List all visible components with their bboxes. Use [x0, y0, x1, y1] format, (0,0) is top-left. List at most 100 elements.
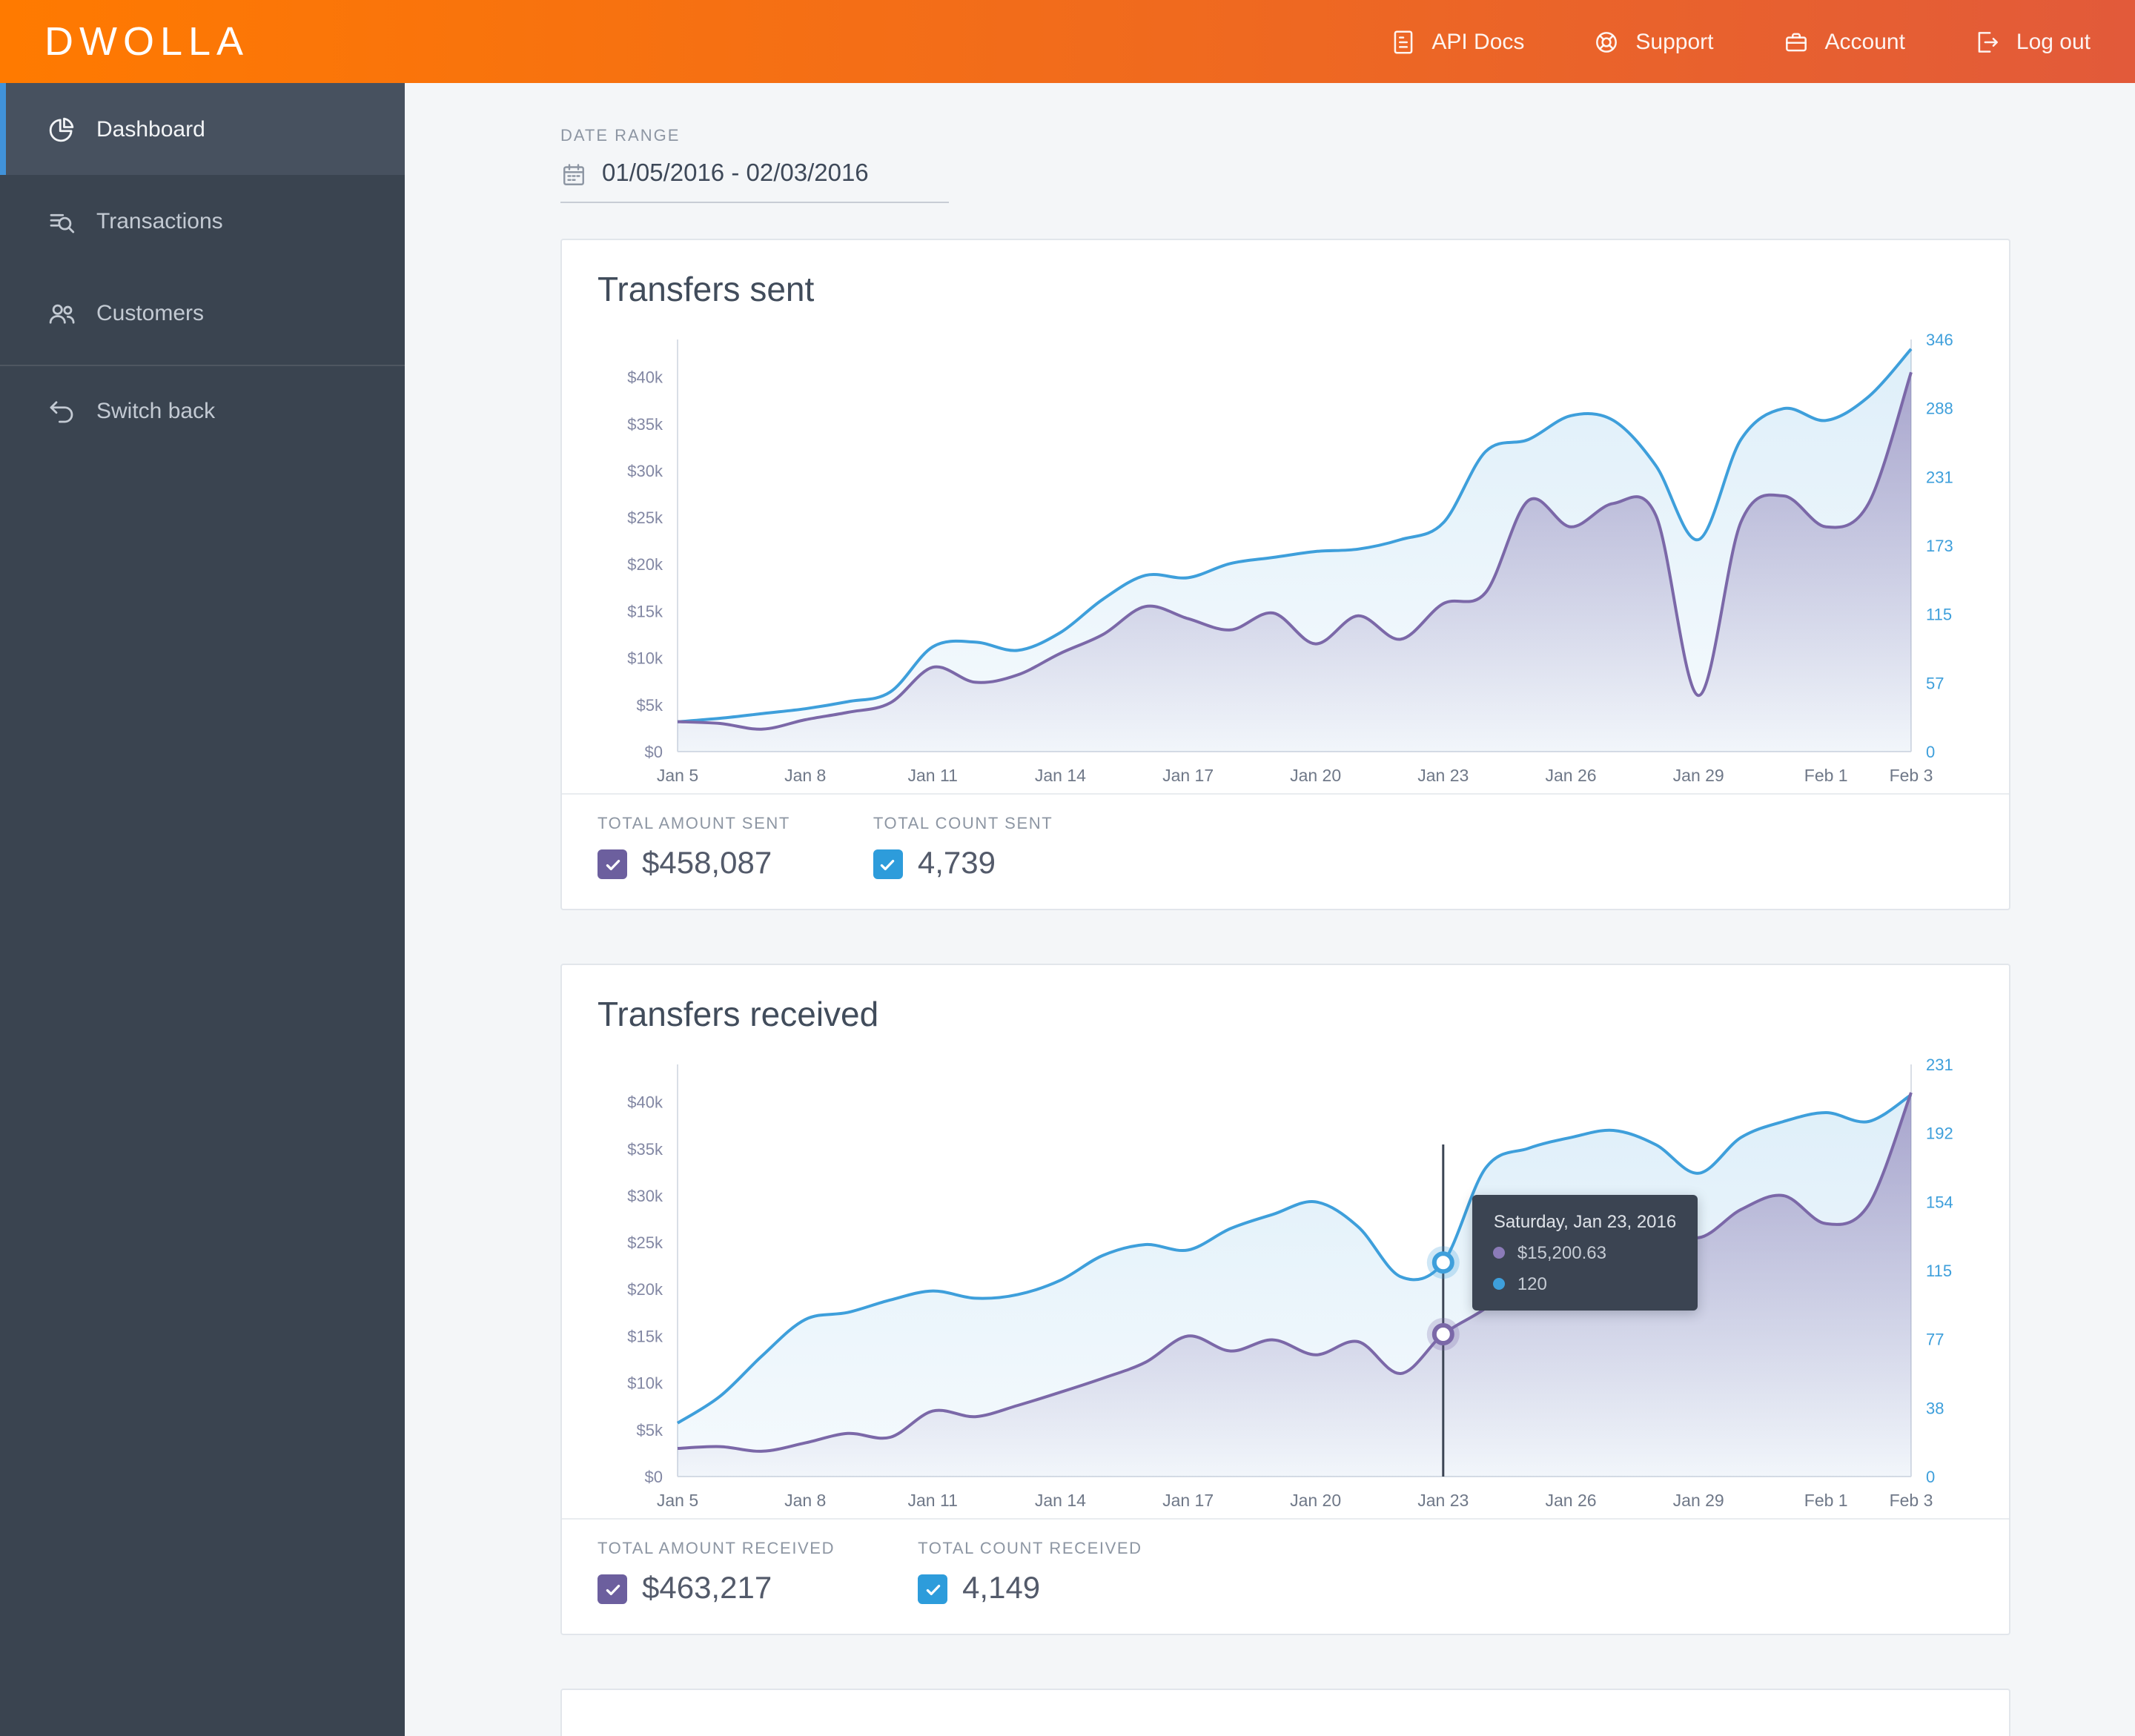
api-docs-icon [1388, 27, 1417, 56]
svg-text:Jan 23: Jan 23 [1417, 1491, 1469, 1510]
svg-text:Jan 17: Jan 17 [1162, 766, 1214, 785]
svg-text:Jan 11: Jan 11 [908, 766, 958, 785]
sidebar: Dashboard Transactions Customers Switch … [0, 83, 405, 1736]
svg-text:Feb 1: Feb 1 [1804, 766, 1848, 785]
third-card-partial [560, 1689, 2010, 1736]
dwolla-logo[interactable]: DWOLLA [44, 19, 250, 63]
sidebar-item-switch-back[interactable]: Switch back [0, 365, 405, 457]
stat-value: 4,149 [962, 1571, 1041, 1606]
transfers-sent-chart[interactable]: $0 $5k $10k $15k $20k $25k $30k $35k $40k 0 57 115 1… [598, 319, 1973, 793]
transfers-received-chart[interactable]: $0 $5k $10k $15k $20k $25k $30k $35k $40k 0 38 77 11… [598, 1044, 1973, 1518]
tooltip-date: Saturday, Jan 23, 2016 [1493, 1210, 1677, 1232]
nav-label: API Docs [1431, 29, 1525, 54]
svg-text:Jan 29: Jan 29 [1673, 766, 1724, 785]
top-nav: API Docs Support Account Log out [1388, 27, 2091, 56]
svg-text:$10k: $10k [627, 649, 663, 668]
svg-text:$30k: $30k [627, 462, 663, 480]
transfers-received-card: Transfers received $0 $5k $10k $15k $20k $25k… [560, 964, 2010, 1635]
total-count-received-stat: TOTAL COUNT RECEIVED 4,149 [918, 1540, 1142, 1607]
chart-tooltip: Saturday, Jan 23, 2016 $15,200.63 120 [1472, 1194, 1698, 1311]
svg-text:38: 38 [1926, 1399, 1944, 1417]
svg-text:Jan 23: Jan 23 [1417, 766, 1469, 785]
chart-svg: $0 $5k $10k $15k $20k $25k $30k $35k $40k 0 38 77 11… [627, 1056, 1953, 1510]
svg-text:$20k: $20k [627, 1280, 663, 1299]
sidebar-item-label: Transactions [96, 208, 223, 233]
svg-text:Jan 20: Jan 20 [1290, 1491, 1341, 1510]
svg-text:Jan 5: Jan 5 [657, 1491, 698, 1510]
svg-text:77: 77 [1926, 1331, 1944, 1349]
svg-text:154: 154 [1926, 1193, 1953, 1211]
checkmark-icon [605, 858, 620, 870]
sidebar-item-customers[interactable]: Customers [0, 267, 405, 359]
svg-text:0: 0 [1926, 1468, 1935, 1486]
svg-text:Jan 26: Jan 26 [1545, 766, 1596, 785]
svg-text:Jan 8: Jan 8 [784, 766, 826, 785]
svg-text:231: 231 [1926, 1056, 1953, 1074]
transfers-sent-card: Transfers sent $0 $5k $10k $15k $20k $25k $30k… [560, 239, 2010, 910]
svg-text:$40k: $40k [627, 368, 663, 387]
svg-text:115: 115 [1926, 606, 1952, 624]
calendar-icon [560, 161, 587, 188]
svg-text:Jan 20: Jan 20 [1290, 766, 1341, 785]
svg-text:$40k: $40k [627, 1093, 663, 1112]
svg-text:$0: $0 [645, 743, 663, 761]
nav-support[interactable]: Support [1592, 27, 1714, 56]
tooltip-amount-row: $15,200.63 [1493, 1242, 1678, 1263]
svg-text:$20k: $20k [627, 555, 663, 574]
count-series-checkbox[interactable] [873, 849, 903, 879]
tooltip-count-row: 120 [1493, 1273, 1678, 1294]
main-content: DATE RANGE 01/05/2016 - 02/03/2016 Trans… [405, 83, 2135, 1736]
svg-text:$35k: $35k [627, 1140, 663, 1159]
stat-label: TOTAL AMOUNT RECEIVED [598, 1540, 835, 1558]
svg-text:$10k: $10k [627, 1374, 663, 1393]
nav-account[interactable]: Account [1782, 27, 1905, 56]
logout-icon [1973, 27, 2002, 56]
transactions-icon [46, 205, 77, 236]
tooltip-amount-value: $15,200.63 [1517, 1242, 1606, 1263]
svg-text:Jan 17: Jan 17 [1162, 1491, 1214, 1510]
card-title: Transfers sent [598, 270, 815, 308]
svg-text:Feb 1: Feb 1 [1804, 1491, 1848, 1510]
sidebar-item-transactions[interactable]: Transactions [0, 175, 405, 267]
svg-text:$25k: $25k [627, 1233, 663, 1252]
nav-api-docs[interactable]: API Docs [1388, 27, 1524, 56]
total-amount-sent-stat: TOTAL AMOUNT SENT $458,087 [598, 815, 790, 882]
svg-text:Feb 3: Feb 3 [1890, 1491, 1933, 1510]
svg-text:$5k: $5k [637, 1421, 663, 1440]
amount-series-checkbox[interactable] [598, 1574, 627, 1604]
svg-text:Jan 11: Jan 11 [908, 1491, 958, 1510]
nav-label: Account [1824, 29, 1905, 54]
checkmark-icon [925, 1583, 940, 1595]
date-range-input[interactable]: 01/05/2016 - 02/03/2016 [560, 160, 949, 203]
svg-text:231: 231 [1926, 468, 1953, 486]
svg-text:Jan 14: Jan 14 [1035, 1491, 1086, 1510]
checkmark-icon [605, 1583, 620, 1595]
svg-text:288: 288 [1926, 400, 1953, 418]
account-icon [1782, 27, 1810, 56]
stat-label: TOTAL COUNT RECEIVED [918, 1540, 1142, 1558]
tooltip-count-value: 120 [1517, 1273, 1547, 1294]
svg-text:$15k: $15k [627, 1327, 663, 1345]
svg-text:$30k: $30k [627, 1187, 663, 1205]
date-range-block: DATE RANGE 01/05/2016 - 02/03/2016 [560, 127, 2010, 203]
sidebar-item-dashboard[interactable]: Dashboard [0, 83, 405, 175]
dashboard-icon [46, 113, 77, 145]
svg-text:115: 115 [1926, 1262, 1952, 1280]
amount-series-checkbox[interactable] [598, 849, 627, 879]
svg-text:Jan 5: Jan 5 [657, 766, 698, 785]
svg-text:Feb 3: Feb 3 [1890, 766, 1933, 785]
switch-back-icon [46, 396, 77, 427]
card-title: Transfers received [598, 995, 879, 1033]
customers-icon [46, 297, 77, 328]
stat-value: $463,217 [642, 1571, 772, 1606]
transfers-sent-footer: TOTAL AMOUNT SENT $458,087 TOTAL COUNT S… [562, 793, 2009, 909]
svg-text:346: 346 [1926, 331, 1953, 349]
svg-text:Jan 14: Jan 14 [1035, 766, 1086, 785]
nav-logout[interactable]: Log out [1973, 27, 2091, 56]
sidebar-item-label: Switch back [96, 399, 216, 424]
svg-text:$35k: $35k [627, 415, 663, 434]
support-icon [1592, 27, 1621, 56]
count-series-checkbox[interactable] [918, 1574, 948, 1604]
count-dot-icon [1493, 1277, 1506, 1290]
